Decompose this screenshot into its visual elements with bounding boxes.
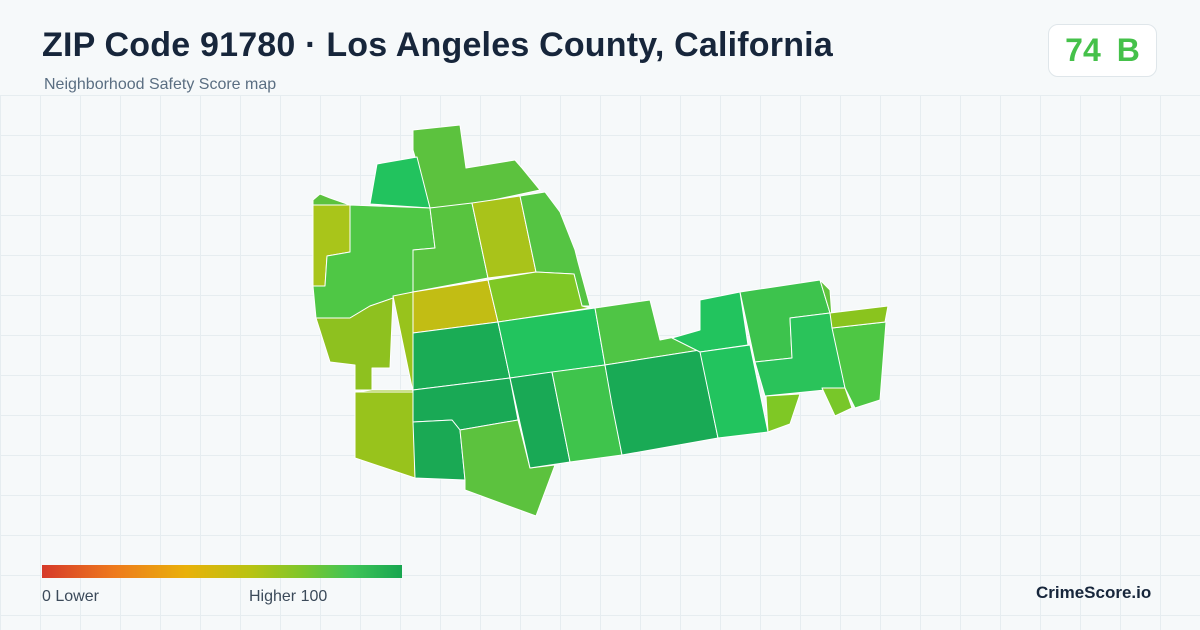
region-north-tab[interactable] (312, 193, 351, 206)
region-sw-west[interactable] (315, 297, 394, 391)
region-se-dark[interactable] (604, 349, 719, 456)
page-title: ZIP Code 91780 · Los Angeles County, Cal… (42, 26, 833, 64)
region-small-south[interactable] (765, 393, 801, 433)
region-south-green[interactable] (459, 419, 556, 517)
region-sw-olive-2[interactable] (354, 391, 416, 479)
brand-logo-text[interactable]: CrimeScore.io (1036, 583, 1152, 602)
safety-score-badge: 74 B (1048, 24, 1157, 77)
legend-color-scale (42, 565, 402, 578)
region-sw-dark-2[interactable] (412, 419, 466, 481)
page-subtitle: Neighborhood Safety Score map (44, 76, 277, 93)
header-band (0, 0, 1200, 95)
score-grade: B (1116, 32, 1140, 68)
score-value: 74 (1065, 32, 1101, 68)
region-small-se[interactable] (821, 387, 853, 417)
legend-high-label: Higher 100 (249, 588, 328, 605)
legend-low-label: 0 Lower (42, 588, 99, 605)
region-far-east-olive[interactable] (829, 305, 889, 329)
region-east-bright-north[interactable] (671, 291, 749, 353)
